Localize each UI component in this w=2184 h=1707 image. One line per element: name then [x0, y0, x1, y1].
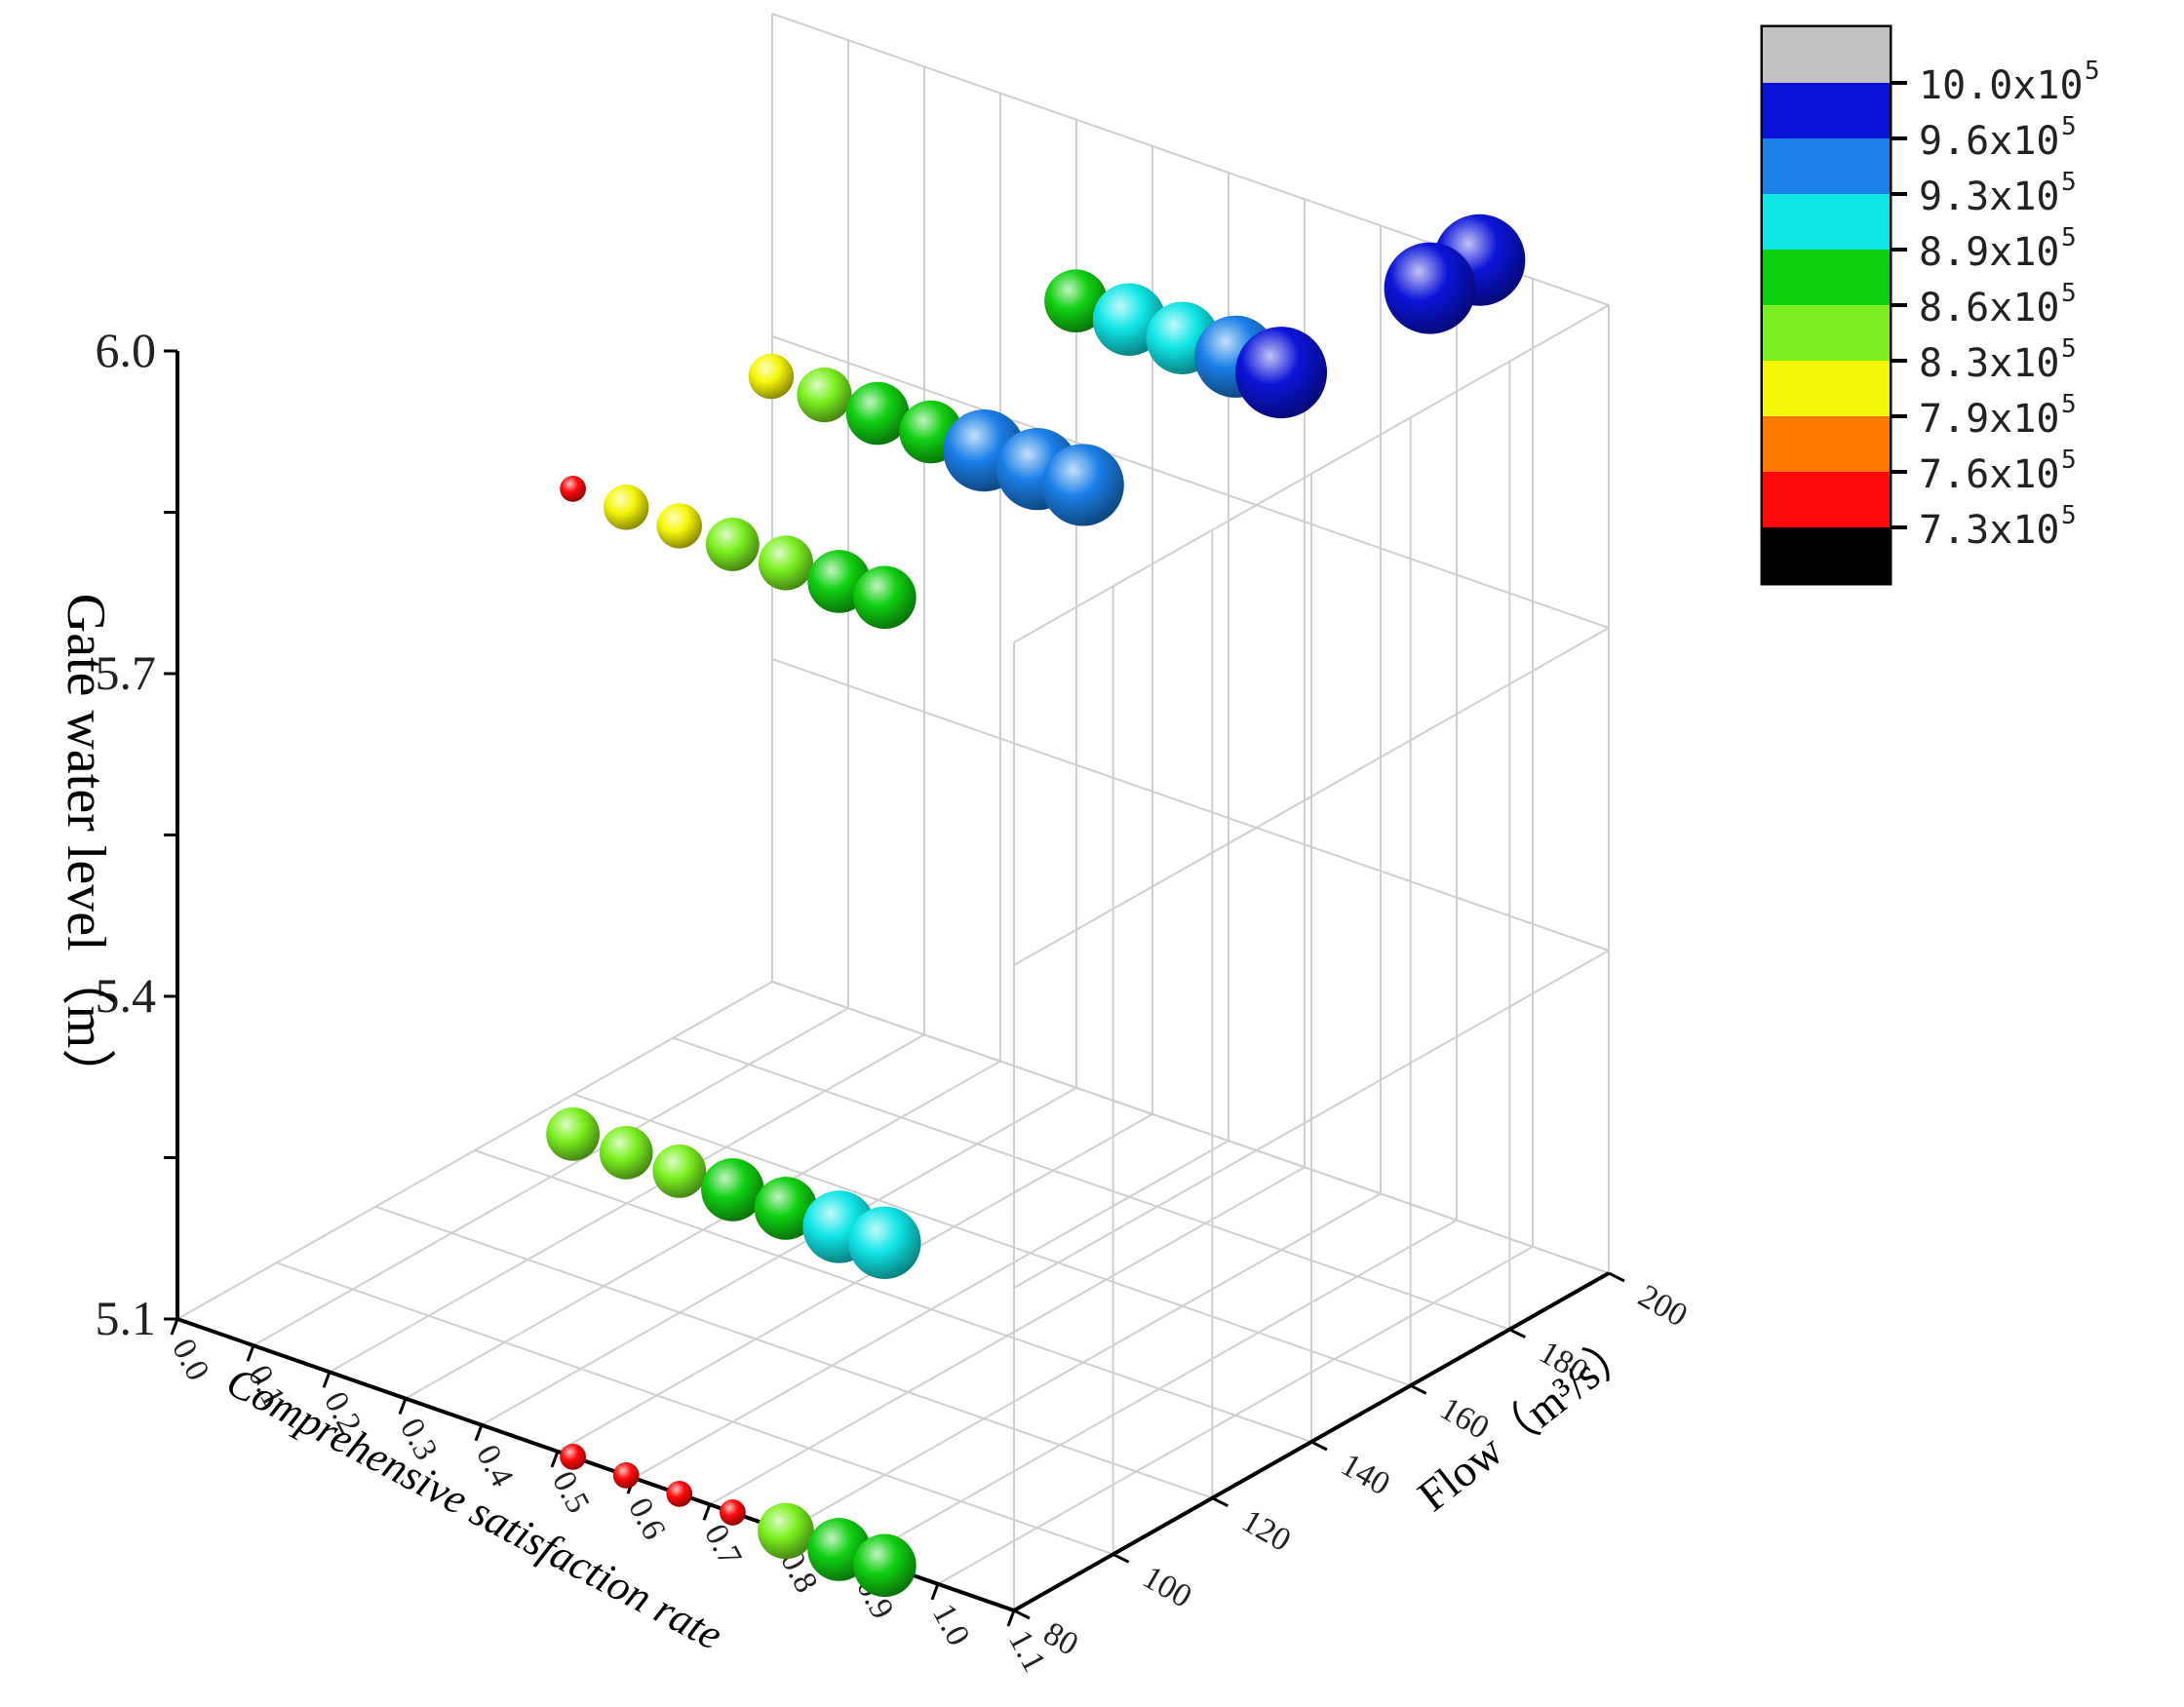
legend-swatch	[1763, 527, 1890, 583]
legend-swatch	[1763, 305, 1890, 361]
legend-swatch	[1763, 27, 1890, 83]
y-tick-label: 120	[1235, 1503, 1297, 1560]
data-point	[560, 475, 586, 502]
y-tick-mark	[1409, 1383, 1427, 1395]
data-points	[546, 213, 1526, 1598]
data-point	[652, 1144, 707, 1198]
data-point	[754, 1177, 818, 1240]
data-point	[720, 1499, 746, 1526]
y-tick-mark	[1112, 1552, 1130, 1564]
legend-label-exponent: 5	[2061, 223, 2077, 252]
x-tick-label: 0.7	[697, 1519, 749, 1572]
data-point	[546, 1106, 600, 1161]
data-point	[599, 1125, 653, 1180]
data-point	[845, 381, 910, 446]
data-point	[853, 565, 916, 630]
color-legend: 10.0x10 59.6x10 59.3x10 58.9x10 58.6x10 58.3x…	[1760, 24, 2100, 586]
data-point	[656, 503, 702, 549]
z-tick-label: 5.7	[96, 645, 157, 700]
y-tick-mark	[1013, 1609, 1031, 1620]
data-point	[1041, 444, 1124, 526]
side-wall-grid-line	[1013, 627, 1610, 966]
floor-grid-line	[673, 1036, 1510, 1331]
data-point	[848, 1206, 921, 1279]
floor-grid-line	[573, 1093, 1411, 1387]
legend-swatch	[1763, 361, 1890, 416]
data-point	[1044, 269, 1108, 333]
back-wall-grid-line	[771, 658, 1610, 951]
x-tick-mark	[170, 1318, 179, 1336]
data-point	[706, 518, 760, 571]
data-point	[701, 1158, 764, 1222]
x-tick-label: 0.6	[621, 1492, 673, 1545]
side-wall-grid-line	[1013, 304, 1610, 643]
z-tick-label: 6.0	[96, 323, 157, 377]
legend-label-exponent: 5	[2061, 279, 2077, 308]
x-tick-mark	[1006, 1610, 1016, 1627]
y-tick-label: 140	[1335, 1447, 1396, 1503]
y-tick-label: 200	[1632, 1278, 1694, 1335]
data-point	[1384, 242, 1476, 334]
side-wall-grid-line	[1013, 950, 1610, 1289]
legend-label-exponent: 5	[2085, 57, 2100, 86]
data-point	[560, 1443, 586, 1470]
back-wall-grid-line	[771, 981, 1610, 1274]
legend-swatch	[1763, 194, 1890, 250]
x-tick-mark	[246, 1344, 255, 1362]
legend-label-exponent: 5	[2061, 168, 2077, 197]
z-tick-label: 5.1	[96, 1291, 157, 1345]
legend-label-exponent: 5	[2061, 390, 2077, 419]
legend-label: 8.6x10	[1919, 286, 2060, 330]
x-tick-mark	[930, 1583, 940, 1601]
legend-swatch	[1763, 416, 1890, 472]
data-point	[853, 1533, 916, 1598]
data-point	[666, 1481, 693, 1507]
y-tick-mark	[1508, 1328, 1527, 1339]
x-tick-mark	[322, 1371, 332, 1388]
x-tick-label: 0.0	[165, 1333, 216, 1386]
data-point	[604, 485, 649, 530]
floor-grid-line	[474, 1149, 1312, 1443]
y-tick-mark	[1211, 1496, 1229, 1508]
x-tick-mark	[474, 1424, 484, 1442]
data-point	[1235, 327, 1328, 419]
legend-label: 7.6x10	[1919, 452, 2060, 497]
x-tick-mark	[702, 1503, 712, 1521]
z-axis-title: Gate water level（m）	[56, 594, 116, 1103]
legend-label: 9.6x10	[1919, 119, 2060, 164]
data-point	[758, 1502, 814, 1560]
x-tick-mark	[550, 1451, 560, 1468]
back-wall-grid-line	[771, 335, 1610, 629]
data-point	[612, 1461, 640, 1489]
legend-swatch	[1763, 138, 1890, 194]
data-point	[748, 353, 795, 400]
grid-lines	[176, 13, 1610, 1611]
z-tick-label: 5.4	[96, 968, 157, 1023]
legend-label-exponent: 5	[2061, 334, 2077, 364]
x-tick-mark	[398, 1398, 408, 1416]
y-tick-mark	[1310, 1440, 1328, 1452]
legend-label: 8.3x10	[1919, 341, 2060, 386]
legend-label-exponent: 5	[2061, 501, 2077, 530]
legend-swatch	[1763, 472, 1890, 527]
floor-grid-line	[375, 1205, 1213, 1499]
legend-label-exponent: 5	[2061, 112, 2077, 141]
y-tick-mark	[1608, 1271, 1625, 1283]
floor-grid-line	[276, 1261, 1113, 1556]
x-tick-label: 1.0	[925, 1598, 977, 1651]
data-point	[797, 367, 852, 423]
x-tick-label: 0.5	[545, 1465, 597, 1519]
legend-label: 10.0x10	[1919, 63, 2084, 108]
legend-label-exponent: 5	[2061, 446, 2077, 475]
data-point	[758, 535, 814, 591]
legend-label: 7.3x10	[1919, 508, 2060, 553]
legend-label: 8.9x10	[1919, 230, 2060, 275]
legend-label: 9.3x10	[1919, 175, 2060, 219]
axis-titles: Gate water level（m）Comprehensive satisfa…	[56, 594, 1644, 1659]
legend-swatch	[1763, 250, 1890, 305]
legend-swatch	[1763, 83, 1890, 138]
y-tick-label: 100	[1137, 1559, 1198, 1615]
legend-label: 7.9x10	[1919, 397, 2060, 442]
